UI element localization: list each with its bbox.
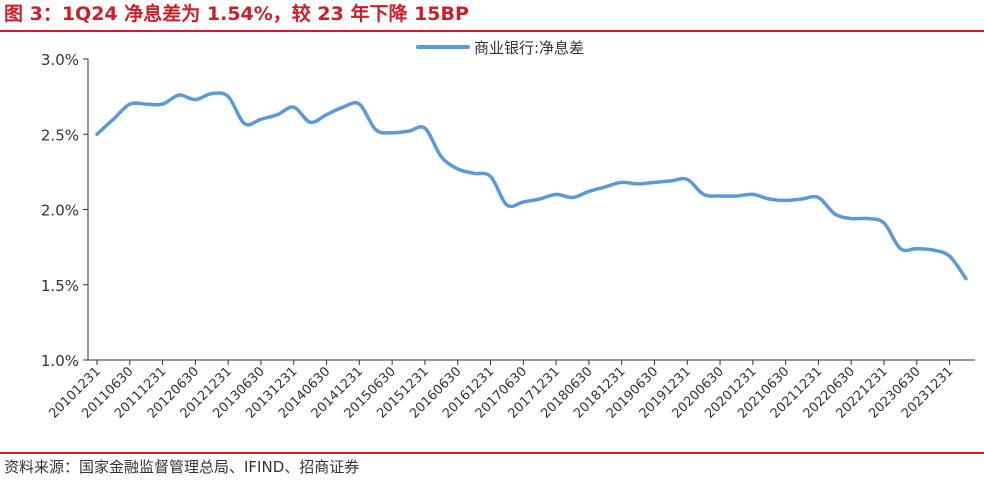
- chart-title: 图 3：1Q24 净息差为 1.54%，较 23 年下降 15BP: [4, 3, 469, 25]
- footer-divider: [0, 452, 984, 454]
- series-layer: [95, 91, 968, 281]
- legend-label: 商业银行:净息差: [474, 39, 584, 57]
- y-tick-label: 1.5%: [41, 277, 79, 295]
- y-tick-label: 1.0%: [41, 352, 79, 370]
- data-source: 资料来源：国家金融监督管理总局、IFIND、招商证券: [4, 458, 360, 476]
- x-axis-ticks: 2010123120110630201112312012063020121231…: [46, 360, 956, 422]
- legend: 商业银行:净息差: [416, 39, 584, 57]
- y-tick-label: 2.0%: [41, 202, 79, 220]
- title-divider: [0, 30, 984, 32]
- y-axis-ticks: 3.0% 2.5% 2.0% 1.5% 1.0%: [41, 51, 88, 370]
- chart-axes: [87, 59, 975, 361]
- net-interest-margin-chart: 3.0% 2.5% 2.0% 1.5% 1.0% 2010123120110630201…: [41, 39, 975, 422]
- y-tick-label: 2.5%: [41, 126, 79, 144]
- series-line-net-interest-margin: [95, 91, 968, 281]
- y-tick-label: 3.0%: [41, 51, 79, 69]
